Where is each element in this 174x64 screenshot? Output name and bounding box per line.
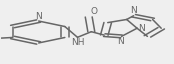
Text: N: N bbox=[35, 12, 42, 21]
Text: N: N bbox=[117, 37, 124, 46]
Text: N: N bbox=[130, 6, 137, 15]
Text: N: N bbox=[139, 24, 145, 33]
Text: O: O bbox=[90, 7, 97, 16]
Text: NH: NH bbox=[71, 38, 85, 47]
